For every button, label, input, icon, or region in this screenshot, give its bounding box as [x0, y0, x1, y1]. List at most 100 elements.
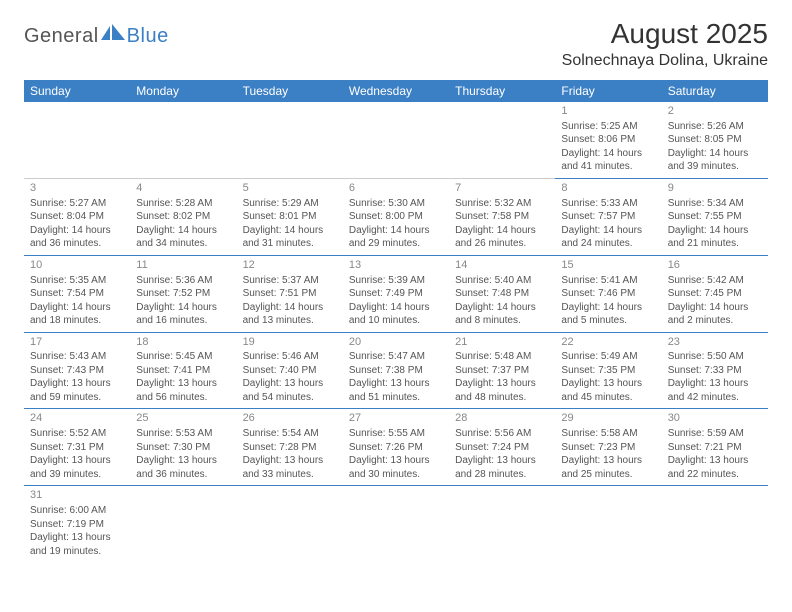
sunset-text: Sunset: 7:33 PM — [668, 364, 762, 378]
sail-icon — [101, 24, 127, 47]
sunset-text: Sunset: 8:01 PM — [243, 210, 337, 224]
day-number: 10 — [30, 258, 124, 273]
sunrise-text: Sunrise: 6:00 AM — [30, 504, 124, 518]
sunrise-text: Sunrise: 5:42 AM — [668, 274, 762, 288]
calendar-cell: 31Sunrise: 6:00 AMSunset: 7:19 PMDayligh… — [24, 486, 130, 562]
calendar-cell: 12Sunrise: 5:37 AMSunset: 7:51 PMDayligh… — [237, 255, 343, 332]
daylight-text: Daylight: 14 hours — [668, 147, 762, 161]
sunset-text: Sunset: 7:48 PM — [455, 287, 549, 301]
calendar-cell: 20Sunrise: 5:47 AMSunset: 7:38 PMDayligh… — [343, 332, 449, 409]
day-header-row: Sunday Monday Tuesday Wednesday Thursday… — [24, 80, 768, 102]
sunset-text: Sunset: 7:40 PM — [243, 364, 337, 378]
calendar-cell: 28Sunrise: 5:56 AMSunset: 7:24 PMDayligh… — [449, 409, 555, 486]
daylight-text: Daylight: 13 hours — [349, 377, 443, 391]
sunset-text: Sunset: 7:46 PM — [561, 287, 655, 301]
daylight-text: and 19 minutes. — [30, 545, 124, 559]
day-number: 15 — [561, 258, 655, 273]
sunrise-text: Sunrise: 5:54 AM — [243, 427, 337, 441]
daylight-text: and 41 minutes. — [561, 160, 655, 174]
sunset-text: Sunset: 8:06 PM — [561, 133, 655, 147]
sunrise-text: Sunrise: 5:47 AM — [349, 350, 443, 364]
daylight-text: and 59 minutes. — [30, 391, 124, 405]
sunset-text: Sunset: 7:31 PM — [30, 441, 124, 455]
day-header: Thursday — [449, 80, 555, 102]
logo-text-general: General — [24, 25, 99, 48]
daylight-text: Daylight: 13 hours — [455, 454, 549, 468]
day-number: 19 — [243, 335, 337, 350]
calendar-cell: 23Sunrise: 5:50 AMSunset: 7:33 PMDayligh… — [662, 332, 768, 409]
calendar-cell — [24, 102, 130, 178]
calendar-cell: 3Sunrise: 5:27 AMSunset: 8:04 PMDaylight… — [24, 178, 130, 255]
daylight-text: Daylight: 14 hours — [561, 224, 655, 238]
daylight-text: and 56 minutes. — [136, 391, 230, 405]
calendar-row: 10Sunrise: 5:35 AMSunset: 7:54 PMDayligh… — [24, 255, 768, 332]
daylight-text: and 22 minutes. — [668, 468, 762, 482]
daylight-text: Daylight: 13 hours — [243, 454, 337, 468]
day-number: 28 — [455, 411, 549, 426]
daylight-text: Daylight: 13 hours — [136, 377, 230, 391]
calendar-body: 1Sunrise: 5:25 AMSunset: 8:06 PMDaylight… — [24, 102, 768, 562]
daylight-text: Daylight: 13 hours — [561, 377, 655, 391]
daylight-text: and 29 minutes. — [349, 237, 443, 251]
month-title: August 2025 — [562, 18, 768, 50]
day-number: 16 — [668, 258, 762, 273]
daylight-text: Daylight: 14 hours — [136, 224, 230, 238]
sunset-text: Sunset: 7:43 PM — [30, 364, 124, 378]
day-header: Monday — [130, 80, 236, 102]
daylight-text: Daylight: 14 hours — [455, 224, 549, 238]
sunset-text: Sunset: 8:02 PM — [136, 210, 230, 224]
day-number: 21 — [455, 335, 549, 350]
day-number: 23 — [668, 335, 762, 350]
calendar-cell — [237, 486, 343, 562]
daylight-text: Daylight: 13 hours — [30, 531, 124, 545]
header: General Blue August 2025 Solnechnaya Dol… — [24, 18, 768, 70]
daylight-text: and 36 minutes. — [30, 237, 124, 251]
daylight-text: Daylight: 13 hours — [668, 454, 762, 468]
calendar-cell: 21Sunrise: 5:48 AMSunset: 7:37 PMDayligh… — [449, 332, 555, 409]
logo-text-blue: Blue — [127, 25, 169, 48]
sunrise-text: Sunrise: 5:37 AM — [243, 274, 337, 288]
sunrise-text: Sunrise: 5:50 AM — [668, 350, 762, 364]
day-header: Wednesday — [343, 80, 449, 102]
calendar-page: General Blue August 2025 Solnechnaya Dol… — [0, 0, 792, 580]
calendar-cell: 15Sunrise: 5:41 AMSunset: 7:46 PMDayligh… — [555, 255, 661, 332]
calendar-cell — [343, 486, 449, 562]
daylight-text: and 13 minutes. — [243, 314, 337, 328]
daylight-text: and 16 minutes. — [136, 314, 230, 328]
calendar-cell: 24Sunrise: 5:52 AMSunset: 7:31 PMDayligh… — [24, 409, 130, 486]
day-number: 5 — [243, 181, 337, 196]
sunset-text: Sunset: 7:38 PM — [349, 364, 443, 378]
daylight-text: and 26 minutes. — [455, 237, 549, 251]
day-header: Tuesday — [237, 80, 343, 102]
calendar-cell — [130, 102, 236, 178]
sunrise-text: Sunrise: 5:27 AM — [30, 197, 124, 211]
calendar-cell: 7Sunrise: 5:32 AMSunset: 7:58 PMDaylight… — [449, 178, 555, 255]
daylight-text: and 51 minutes. — [349, 391, 443, 405]
day-header: Saturday — [662, 80, 768, 102]
sunrise-text: Sunrise: 5:28 AM — [136, 197, 230, 211]
sunset-text: Sunset: 7:52 PM — [136, 287, 230, 301]
day-number: 3 — [30, 181, 124, 196]
sunset-text: Sunset: 7:24 PM — [455, 441, 549, 455]
daylight-text: Daylight: 14 hours — [349, 224, 443, 238]
daylight-text: Daylight: 14 hours — [243, 224, 337, 238]
daylight-text: and 36 minutes. — [136, 468, 230, 482]
calendar-cell: 8Sunrise: 5:33 AMSunset: 7:57 PMDaylight… — [555, 178, 661, 255]
sunset-text: Sunset: 7:26 PM — [349, 441, 443, 455]
daylight-text: and 31 minutes. — [243, 237, 337, 251]
calendar-cell — [343, 102, 449, 178]
sunrise-text: Sunrise: 5:49 AM — [561, 350, 655, 364]
calendar-cell: 19Sunrise: 5:46 AMSunset: 7:40 PMDayligh… — [237, 332, 343, 409]
day-number: 31 — [30, 488, 124, 503]
calendar-row: 17Sunrise: 5:43 AMSunset: 7:43 PMDayligh… — [24, 332, 768, 409]
calendar-row: 1Sunrise: 5:25 AMSunset: 8:06 PMDaylight… — [24, 102, 768, 178]
day-number: 1 — [561, 104, 655, 119]
location-subtitle: Solnechnaya Dolina, Ukraine — [562, 52, 768, 70]
sunset-text: Sunset: 7:30 PM — [136, 441, 230, 455]
daylight-text: and 5 minutes. — [561, 314, 655, 328]
day-number: 30 — [668, 411, 762, 426]
sunrise-text: Sunrise: 5:41 AM — [561, 274, 655, 288]
sunset-text: Sunset: 7:41 PM — [136, 364, 230, 378]
daylight-text: and 25 minutes. — [561, 468, 655, 482]
sunset-text: Sunset: 7:21 PM — [668, 441, 762, 455]
